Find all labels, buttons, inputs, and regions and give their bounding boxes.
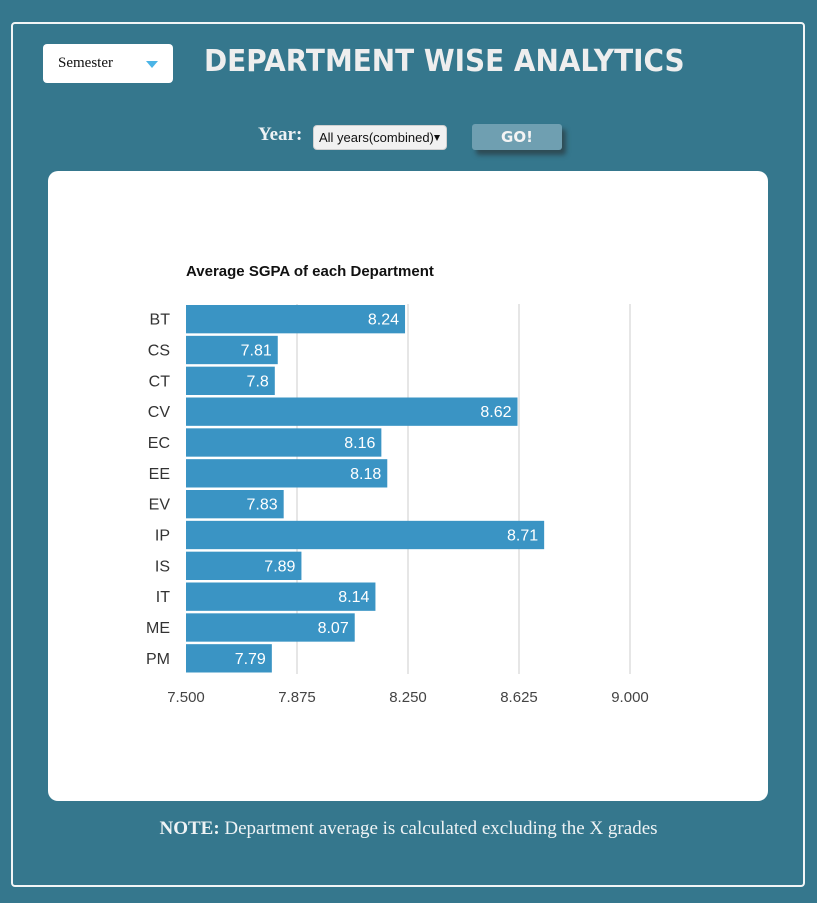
category-label: ME: [146, 620, 170, 637]
bar-value-label: 7.81: [241, 343, 272, 360]
view-mode-value: Semester: [58, 55, 113, 71]
bar-value-label: 8.16: [344, 435, 375, 452]
category-label: CS: [148, 343, 170, 360]
bar-cs[interactable]: [186, 335, 278, 365]
bar-pm[interactable]: [186, 644, 272, 673]
bar-value-label: 8.18: [350, 466, 381, 483]
x-tick-label: 7.500: [167, 689, 205, 706]
category-label: CT: [149, 373, 171, 390]
gridlines: [296, 304, 631, 674]
category-label: EC: [148, 435, 170, 452]
bars: 8.24 7.81 7.8 8.62 8.16 8.18 7.83 8.71 7.89 8.14 8…: [186, 305, 545, 673]
go-button[interactable]: GO!: [472, 124, 562, 150]
bar-ct[interactable]: [186, 366, 275, 395]
x-axis-labels: 7.500 7.875 8.250 8.625 9.000: [167, 689, 649, 706]
bar-value-label: 7.89: [264, 558, 295, 575]
chart-card: Average SGPA of each Department 8.24 7.81…: [48, 171, 768, 801]
bar-cv[interactable]: [186, 397, 518, 426]
view-mode-select[interactable]: Semester: [43, 44, 173, 83]
bar-value-label: 8.14: [338, 589, 369, 606]
bar-ee[interactable]: [186, 459, 388, 488]
category-label: BT: [150, 312, 171, 329]
bar-ev[interactable]: [186, 490, 284, 519]
x-tick-label: 8.250: [389, 689, 427, 706]
bar-it[interactable]: [186, 582, 376, 611]
year-select-value: All years(combined): [319, 130, 434, 145]
category-label: EE: [149, 466, 170, 483]
caret-down-icon: [434, 135, 440, 141]
caret-down-icon: [146, 61, 158, 68]
category-label: EV: [149, 497, 171, 514]
x-tick-label: 9.000: [611, 689, 649, 706]
page-title: Department Wise Analytics: [204, 44, 685, 79]
bar-ip[interactable]: [186, 520, 545, 550]
main-panel-frame: [11, 22, 805, 887]
bar-value-label: 8.71: [507, 528, 538, 545]
category-label: CV: [148, 404, 171, 421]
bar-ec[interactable]: [186, 428, 382, 457]
bar-value-label: 7.83: [247, 497, 278, 514]
x-tick-label: 7.875: [278, 689, 316, 706]
bar-value-label: 7.8: [247, 373, 269, 390]
bar-value-label: 7.79: [235, 651, 266, 668]
chart-title: Average SGPA of each Department: [186, 263, 434, 280]
category-label: IT: [156, 589, 170, 606]
note-prefix: NOTE:: [159, 818, 220, 839]
bar-bt[interactable]: [186, 305, 406, 334]
category-label: IS: [155, 558, 170, 575]
year-select[interactable]: All years(combined): [313, 125, 447, 150]
year-label: Year:: [258, 124, 303, 145]
category-label: PM: [146, 651, 170, 668]
category-label: IP: [155, 528, 170, 545]
bar-me[interactable]: [186, 613, 355, 642]
bar-value-label: 8.07: [318, 620, 349, 637]
bar-chart: Average SGPA of each Department 8.24 7.81…: [146, 263, 649, 706]
bar-value-label: 8.62: [480, 404, 511, 421]
footnote: NOTE: Department average is calculated e…: [0, 818, 817, 840]
bar-is[interactable]: [186, 551, 302, 580]
bar-value-label: 8.24: [368, 312, 399, 329]
x-tick-label: 8.625: [500, 689, 538, 706]
note-text: Department average is calculated excludi…: [219, 818, 658, 839]
y-axis-labels: BT CS CT CV EC EE EV IP IS IT ME PM: [146, 312, 170, 668]
